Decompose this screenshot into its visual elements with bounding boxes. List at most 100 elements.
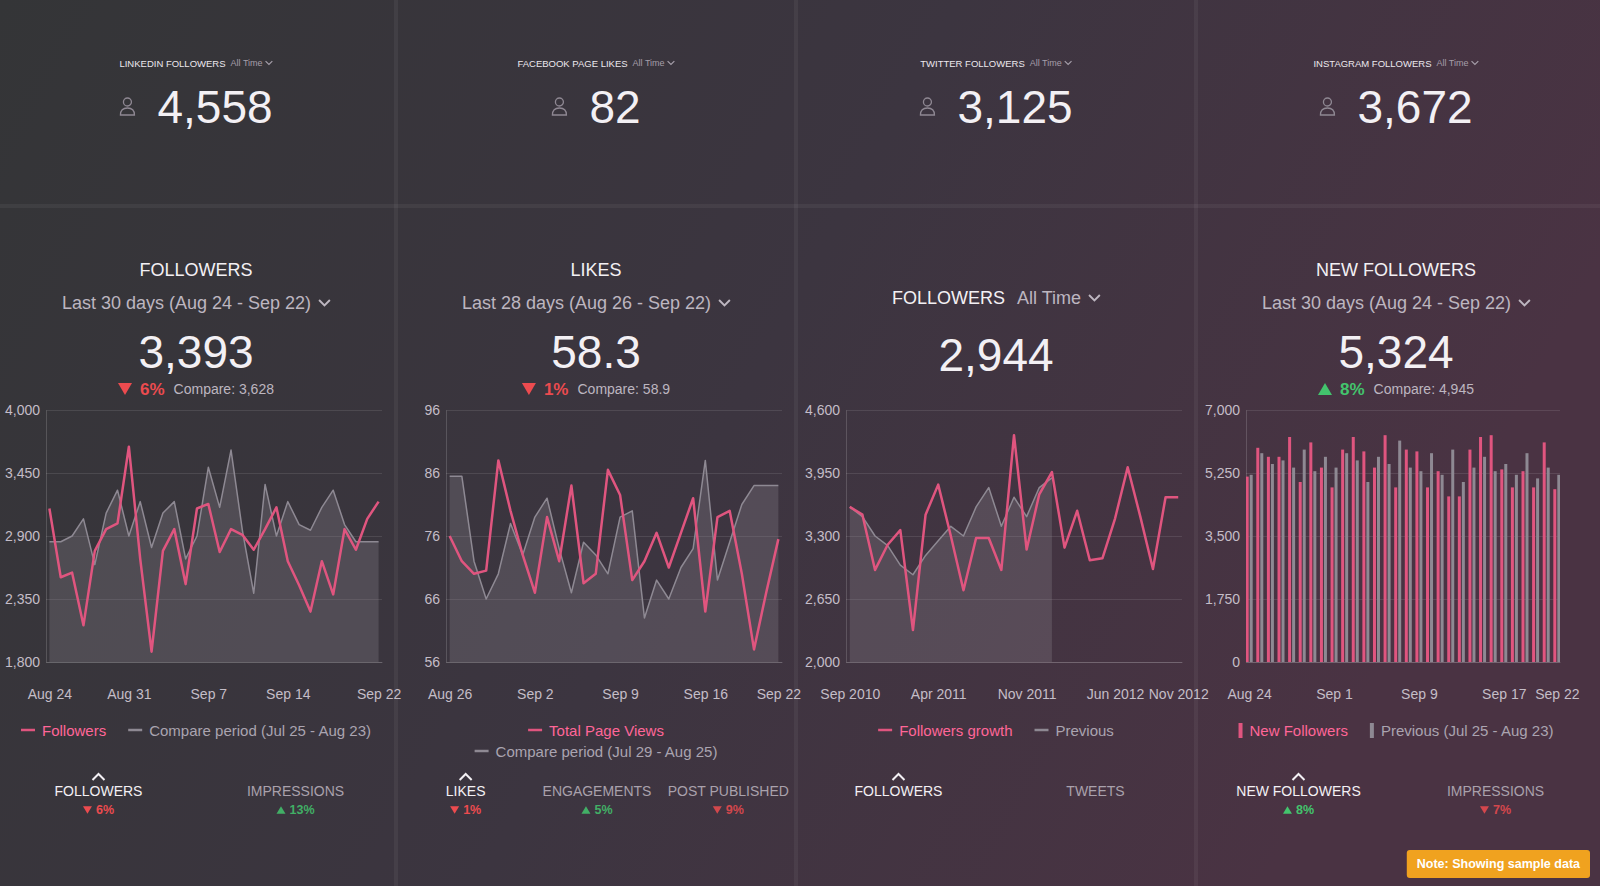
change-arrow: [83, 806, 92, 814]
tab[interactable]: IMPRESSIONS 13%: [247, 783, 344, 817]
dashboard: LINKEDIN FOLLOWERSAll Time4,558FACEBOOK …: [0, 0, 1600, 886]
tile-range: All Time: [633, 58, 665, 68]
y-tick-label: 3,450: [5, 465, 40, 481]
y-tick: 96: [424, 402, 782, 418]
tab[interactable]: FOLLOWERS: [855, 774, 943, 799]
tab[interactable]: ENGAGEMENTS5%: [543, 783, 652, 817]
chevron-path: [319, 300, 330, 305]
tab-change: 13%: [289, 803, 314, 817]
change-arrow: [1283, 806, 1292, 814]
tab[interactable]: FOLLOWERS6%: [55, 774, 143, 817]
x-axis: Aug 26Sep 2Sep 9Sep 16Sep 22: [428, 662, 801, 702]
y-tick-label: 96: [424, 402, 440, 418]
panel-change: 1%: [544, 380, 569, 399]
bar: [1331, 487, 1334, 662]
plot-marks: [49, 447, 378, 662]
tab-label: IMPRESSIONS: [247, 783, 344, 799]
bar: [1553, 489, 1556, 662]
panel-period: Last 28 days (Aug 26 - Sep 22): [462, 293, 711, 313]
bar: [1468, 450, 1471, 662]
panel-compare: Compare: 4,945: [1374, 381, 1475, 397]
x-tick: Sep 2: [517, 662, 554, 702]
legend-item: Total Page Views: [528, 722, 664, 739]
x-axis: Sep 2010Apr 2011Nov 2011Jun 2012Nov 2012: [820, 662, 1209, 702]
change-arrow: [118, 383, 132, 395]
bar: [1345, 453, 1348, 662]
bar: [1511, 487, 1514, 662]
x-tick: Sep 14: [266, 662, 311, 702]
legend-label: New Followers: [1250, 722, 1348, 739]
bar: [1267, 457, 1270, 662]
note-text: Note: Showing sample data: [1417, 857, 1581, 871]
y-tick-label: 56: [424, 654, 440, 670]
legend-item: Followers: [21, 722, 106, 739]
x-tick: Sep 9: [1401, 662, 1438, 702]
bar: [1309, 442, 1312, 662]
tab-label: NEW FOLLOWERS: [1236, 783, 1360, 799]
x-tick: Apr 2011: [911, 662, 967, 702]
bar: [1430, 453, 1433, 662]
y-tick-label: 1,750: [1205, 591, 1240, 607]
legend-swatch: [21, 729, 35, 732]
tile-range: All Time: [231, 58, 263, 68]
x-tick-label: Sep 17: [1482, 686, 1527, 702]
bar: [1324, 457, 1327, 662]
tab[interactable]: POST PUBLISHED9%: [668, 783, 789, 817]
bar: [1521, 471, 1524, 662]
chevron-icon: [1519, 300, 1530, 305]
legend-swatch: [128, 729, 142, 732]
x-tick: Sep 1: [1316, 662, 1353, 702]
x-tick-label: Sep 22: [757, 686, 802, 702]
person-head: [123, 98, 131, 106]
x-tick: Aug 24: [1227, 662, 1272, 702]
grid-line: [46, 662, 382, 663]
bar: [1504, 464, 1507, 662]
y-tick-label: 2,900: [5, 528, 40, 544]
bar: [1384, 435, 1387, 662]
area: [49, 450, 378, 662]
tab[interactable]: NEW FOLLOWERS8%: [1236, 774, 1360, 817]
legend-label: Followers: [42, 722, 106, 739]
y-tick: 7,000: [1205, 402, 1560, 418]
change-arrow-shape: [1283, 806, 1292, 814]
panel-title: FOLLOWERS: [139, 260, 252, 280]
change-arrow-shape: [276, 806, 285, 814]
bar: [1366, 482, 1369, 662]
x-tick: Sep 22: [357, 662, 402, 702]
tile-label: FACEBOOK PAGE LIKES: [517, 58, 627, 69]
y-tick-label: 2,000: [805, 654, 840, 670]
tab[interactable]: LIKES1%: [446, 774, 486, 817]
change-arrow: [1480, 806, 1489, 814]
legend-item: Followers growth: [878, 722, 1012, 739]
y-tick: 3,450: [5, 465, 382, 481]
bar: [1462, 482, 1465, 662]
bar: [1415, 451, 1418, 662]
legend-swatch: [878, 729, 892, 732]
tab-change: 5%: [594, 803, 612, 817]
x-axis-line: [47, 662, 383, 663]
bar: [1356, 460, 1359, 662]
y-tick-label: 4,000: [5, 402, 40, 418]
plot-marks: [1246, 435, 1560, 662]
y-axis: 01,7503,5005,2507,000: [1205, 402, 1560, 670]
bar: [1394, 487, 1397, 662]
bar: [1250, 475, 1253, 662]
y-tick-label: 66: [424, 591, 440, 607]
panel-divider: [794, 0, 798, 886]
chevron-icon: [1089, 295, 1100, 300]
note-background: [1407, 850, 1590, 878]
legend: Total Page ViewsCompare period (Jul 29 -…: [475, 722, 718, 760]
tab[interactable]: IMPRESSIONS7%: [1447, 783, 1544, 817]
tab[interactable]: TWEETS: [1066, 783, 1124, 799]
x-tick: Aug 31: [107, 662, 152, 702]
x-tick-label: Jun 2012: [1087, 686, 1145, 702]
legend-swatch: [1035, 729, 1049, 732]
tile-value: 4,558: [157, 81, 272, 133]
panel-period: Last 30 days (Aug 24 - Sep 22): [62, 293, 311, 313]
change-arrow: [522, 383, 536, 395]
tab-change: 7%: [1493, 803, 1511, 817]
chevron-icon: [319, 300, 330, 305]
change-arrow: [450, 806, 459, 814]
panel-value: 5,324: [1338, 326, 1453, 378]
plot-marks: [850, 435, 1178, 662]
